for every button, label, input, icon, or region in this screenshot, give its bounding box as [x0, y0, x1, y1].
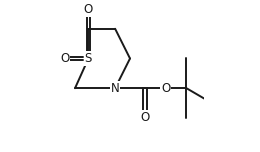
Text: O: O [161, 82, 170, 95]
Text: O: O [84, 3, 93, 16]
Text: N: N [111, 82, 120, 95]
Text: O: O [60, 52, 69, 65]
Text: S: S [85, 52, 92, 65]
Text: O: O [140, 111, 150, 124]
